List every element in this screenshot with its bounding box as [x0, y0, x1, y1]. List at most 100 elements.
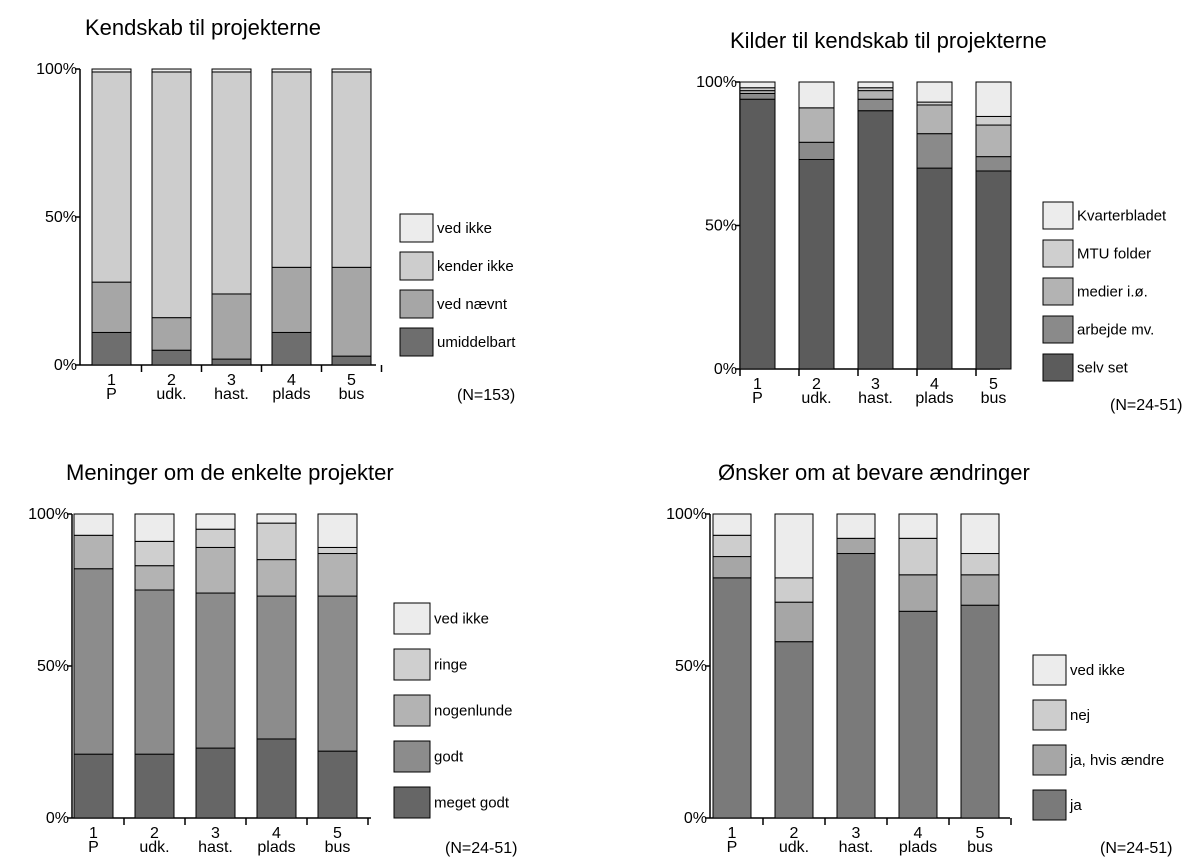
- bar-segment: [211, 71, 252, 295]
- legend-swatch: [393, 694, 431, 727]
- chart-title: Kilder til kendskab til projekterne: [730, 28, 1047, 53]
- legend-swatch: [1042, 277, 1074, 306]
- x-tick-label: P: [752, 390, 763, 407]
- bar-segment: [975, 81, 1012, 117]
- legend-label: MTU folder: [1077, 246, 1151, 263]
- chart-title: Meninger om de enkelte projekter: [66, 460, 394, 485]
- x-tick-label: plads: [257, 839, 295, 856]
- bar-segment: [331, 355, 372, 366]
- x-tick-label: plads: [272, 386, 310, 403]
- bar-segment: [134, 589, 175, 755]
- legend-label: ved ikke: [1070, 662, 1125, 679]
- bar-segment: [975, 170, 1012, 370]
- bar-segment: [134, 513, 175, 542]
- legend-swatch: [1042, 315, 1074, 344]
- legend-label: nej: [1070, 707, 1090, 724]
- x-tick-label: 5: [989, 376, 998, 393]
- bar-segment: [836, 553, 876, 819]
- legend-label: ja, hvis ændre: [1069, 752, 1164, 769]
- legend-label: godt: [434, 749, 464, 766]
- x-tick-label: 5: [333, 825, 342, 842]
- legend-label: medier i.ø.: [1077, 284, 1148, 301]
- x-tick-label: 5: [976, 825, 985, 842]
- x-tick-label: 1: [753, 376, 762, 393]
- legend-swatch: [399, 327, 434, 357]
- bar-segment: [712, 556, 752, 579]
- bar-segment: [151, 349, 192, 366]
- bar-segment: [211, 358, 252, 366]
- bar-segment: [317, 546, 358, 555]
- bar-segment: [151, 317, 192, 351]
- bar-segment: [331, 71, 372, 268]
- bar-segment: [739, 98, 776, 370]
- bar-segment: [134, 565, 175, 591]
- x-tick-label: hast.: [858, 390, 893, 407]
- legend-swatch: [393, 648, 431, 681]
- x-tick-label: 3: [871, 376, 880, 393]
- x-tick-label: udk.: [801, 390, 831, 407]
- legend-label: selv set: [1077, 360, 1129, 377]
- legend-swatch: [1042, 353, 1074, 382]
- bar-segment: [774, 577, 814, 603]
- bar-segment: [836, 537, 876, 555]
- x-tick-label: plads: [915, 390, 953, 407]
- bar-segment: [73, 753, 114, 819]
- x-tick-label: hast.: [198, 839, 233, 856]
- bar-segment: [271, 331, 312, 366]
- bar-segment: [798, 141, 835, 160]
- x-tick-label: plads: [899, 839, 937, 856]
- bar-segment: [975, 115, 1012, 126]
- bar-segment: [960, 553, 1000, 576]
- bar-segment: [857, 90, 894, 100]
- bar-segment: [916, 167, 953, 370]
- x-tick-label: 4: [272, 825, 281, 842]
- legend-swatch: [1032, 744, 1067, 776]
- x-tick-label: udk.: [779, 839, 809, 856]
- y-tick-label: 0%: [54, 357, 77, 374]
- legend-label: umiddelbart: [437, 334, 516, 351]
- bar-segment: [195, 592, 236, 749]
- bar-segment: [256, 559, 297, 597]
- bar-segment: [857, 110, 894, 370]
- bar-segment: [975, 124, 1012, 158]
- bar-segment: [195, 528, 236, 548]
- chart-title: Ønsker om at bevare ændringer: [718, 460, 1030, 485]
- legend-swatch: [393, 786, 431, 819]
- x-tick-label: P: [88, 839, 99, 856]
- y-tick-label: 100%: [666, 506, 707, 523]
- bar-segment: [916, 81, 953, 103]
- bar-segment: [798, 81, 835, 109]
- y-tick-label: 50%: [37, 658, 69, 675]
- x-tick-label: 2: [167, 372, 176, 389]
- bar-segment: [256, 522, 297, 561]
- bar-segment: [712, 513, 752, 536]
- bar-segment: [195, 747, 236, 819]
- bar-segment: [73, 534, 114, 570]
- x-tick-label: 5: [347, 372, 356, 389]
- y-tick-label: 100%: [36, 61, 77, 78]
- bar-segment: [73, 513, 114, 536]
- legend-swatch: [1032, 699, 1067, 731]
- bar-segment: [857, 81, 894, 89]
- legend-swatch: [393, 740, 431, 773]
- legend-swatch: [1032, 789, 1067, 821]
- bar-segment: [975, 156, 1012, 172]
- bar-segment: [151, 68, 192, 73]
- chart-3: Meninger om de enkelte projekter 0% 50% 100…: [28, 460, 517, 857]
- legend-swatch: [399, 213, 434, 243]
- bar-segment: [256, 595, 297, 740]
- bar-segment: [331, 68, 372, 73]
- bar-segment: [916, 104, 953, 135]
- legend-swatch: [393, 602, 431, 635]
- x-tick-label: 2: [150, 825, 159, 842]
- legend-label: meget godt: [434, 795, 510, 812]
- bar-segment: [774, 601, 814, 643]
- bar-segment: [317, 595, 358, 752]
- y-tick-label: 100%: [28, 506, 69, 523]
- bar-segment: [712, 577, 752, 819]
- bar-segment: [317, 750, 358, 819]
- x-tick-label: 4: [287, 372, 296, 389]
- x-tick-label: 1: [728, 825, 737, 842]
- x-tick-label: hast.: [839, 839, 874, 856]
